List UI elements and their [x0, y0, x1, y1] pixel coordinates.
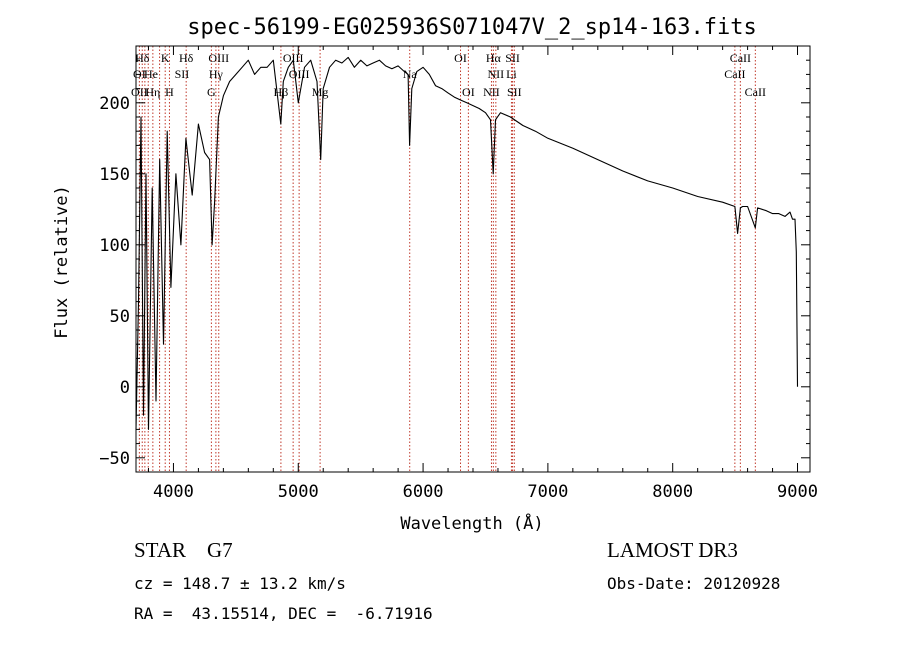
- line-label: CaII: [724, 67, 745, 81]
- plot-frame: [135, 45, 811, 473]
- line-label: Hγ: [209, 67, 224, 81]
- redshift-velocity: cz = 148.7 ± 13.2 km/s: [134, 574, 346, 593]
- y-tick-label: 0: [120, 378, 130, 398]
- emission-line-markers: [138, 46, 756, 472]
- line-label: SII: [507, 85, 522, 99]
- line-label: He: [144, 67, 158, 81]
- x-tick-label: 4000: [153, 482, 194, 502]
- x-tick-label: 5000: [278, 482, 319, 502]
- y-tick-label: 100: [99, 236, 130, 256]
- line-label: K: [161, 51, 170, 65]
- line-label: OIII: [289, 67, 310, 81]
- y-tick-label: 50: [110, 307, 130, 327]
- y-axis-ticks: −50 0 50 100 150 200: [99, 59, 810, 469]
- x-tick-label: 8000: [652, 482, 693, 502]
- line-label: G: [207, 85, 216, 99]
- coordinates-ra-dec: RA = 43.15514, DEC = -6.71916: [134, 604, 433, 623]
- line-label: OII: [131, 85, 148, 99]
- line-label: CaII: [745, 85, 766, 99]
- line-label: OI: [454, 51, 467, 65]
- line-label: Hα: [486, 51, 502, 65]
- y-axis-label: Flux (relative): [52, 185, 72, 339]
- line-label: CaII: [730, 51, 751, 65]
- line-label: H: [165, 85, 174, 99]
- line-label: Hδ: [135, 51, 150, 65]
- line-label: SII: [505, 51, 520, 65]
- spectrum-line: [135, 56, 799, 430]
- x-axis-ticks: 4000 5000 6000 7000 8000 9000: [147, 46, 818, 502]
- x-tick-label: 9000: [777, 482, 818, 502]
- y-tick-label: 150: [99, 165, 130, 185]
- line-label: SII: [175, 67, 190, 81]
- line-label: OIII: [208, 51, 229, 65]
- survey-name: LAMOST DR3: [607, 538, 738, 562]
- line-label: OI: [462, 85, 475, 99]
- line-label: Li: [506, 67, 517, 81]
- observation-date: Obs-Date: 20120928: [607, 574, 781, 593]
- line-label: Hβ: [274, 85, 289, 99]
- y-tick-label: 200: [99, 94, 130, 114]
- line-label: Hη: [145, 85, 160, 99]
- x-tick-label: 7000: [527, 482, 568, 502]
- chart-title: spec-56199-EG025936S071047V_2_sp14-163.f…: [187, 15, 757, 40]
- x-tick-label: 6000: [403, 482, 444, 502]
- line-label: Na: [403, 67, 418, 81]
- x-axis-label: Wavelength (Å): [400, 512, 543, 534]
- line-label: NII: [488, 67, 505, 81]
- line-label: Hδ: [179, 51, 194, 65]
- line-label: Mg: [312, 85, 329, 99]
- y-tick-label: −50: [99, 449, 130, 469]
- object-class: STAR G7: [134, 538, 233, 562]
- spectrum-series: [135, 56, 799, 430]
- line-label: NII: [483, 85, 500, 99]
